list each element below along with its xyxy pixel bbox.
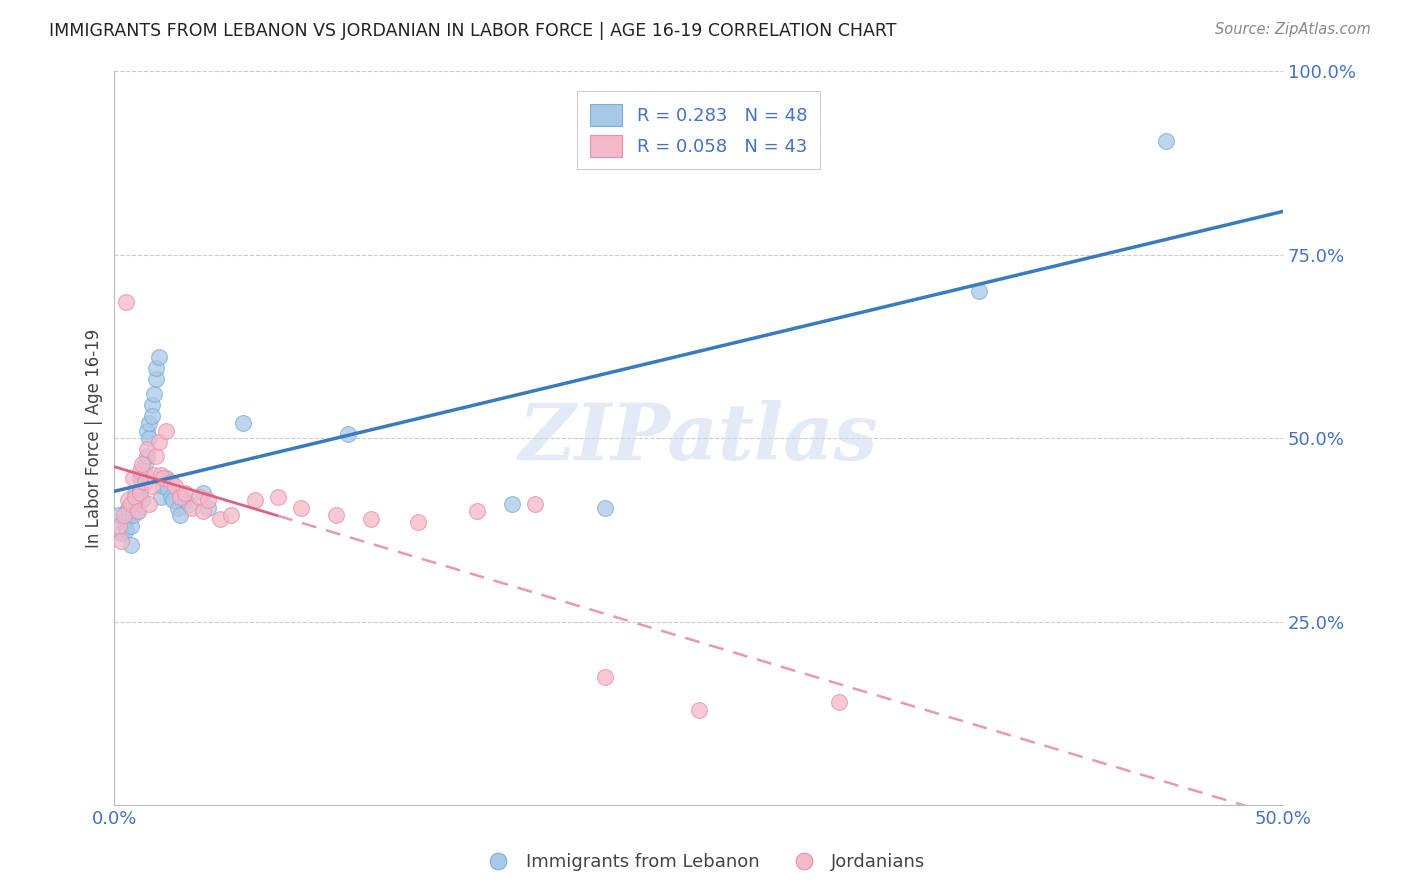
Point	[108, 508, 131, 523]
Point	[134, 475, 156, 489]
Point	[169, 508, 191, 523]
Point	[145, 361, 167, 376]
Point	[173, 486, 195, 500]
Point	[145, 450, 167, 464]
Point	[127, 490, 149, 504]
Point	[193, 504, 215, 518]
Point	[967, 285, 990, 299]
Point	[173, 493, 195, 508]
Point	[124, 493, 146, 508]
Point	[112, 516, 135, 530]
Point	[150, 467, 173, 482]
Point	[120, 537, 142, 551]
Point	[127, 504, 149, 518]
Point	[115, 295, 138, 310]
Point	[166, 500, 188, 515]
Point	[129, 486, 152, 500]
Point	[141, 409, 163, 423]
Point	[110, 533, 132, 548]
Point	[232, 417, 254, 431]
Point	[243, 493, 266, 508]
Point	[152, 479, 174, 493]
Point	[162, 493, 184, 508]
Legend: R = 0.283   N = 48, R = 0.058   N = 43: R = 0.283 N = 48, R = 0.058 N = 43	[578, 91, 820, 169]
Point	[150, 490, 173, 504]
Point	[134, 457, 156, 471]
Text: IMMIGRANTS FROM LEBANON VS JORDANIAN IN LABOR FORCE | AGE 16-19 CORRELATION CHAR: IMMIGRANTS FROM LEBANON VS JORDANIAN IN …	[49, 22, 897, 40]
Point	[180, 500, 202, 515]
Point	[197, 493, 219, 508]
Point	[122, 508, 145, 523]
Point	[141, 479, 163, 493]
Point	[143, 387, 166, 401]
Point	[688, 703, 710, 717]
Point	[159, 490, 181, 504]
Legend: Immigrants from Lebanon, Jordanians: Immigrants from Lebanon, Jordanians	[474, 847, 932, 879]
Point	[131, 457, 153, 471]
Point	[165, 479, 187, 493]
Point	[406, 516, 429, 530]
Point	[143, 467, 166, 482]
Point	[131, 475, 153, 489]
Point	[120, 497, 142, 511]
Point	[108, 519, 131, 533]
Point	[152, 471, 174, 485]
Point	[501, 497, 523, 511]
Point	[169, 490, 191, 504]
Point	[219, 508, 242, 523]
Point	[129, 464, 152, 478]
Point	[1154, 134, 1177, 148]
Point	[129, 483, 152, 497]
Point	[157, 483, 180, 497]
Point	[117, 493, 139, 508]
Point	[136, 450, 159, 464]
Y-axis label: In Labor Force | Age 16-19: In Labor Force | Age 16-19	[86, 328, 103, 548]
Point	[193, 486, 215, 500]
Point	[148, 351, 170, 365]
Point	[138, 431, 160, 445]
Point	[197, 500, 219, 515]
Point	[124, 490, 146, 504]
Point	[138, 417, 160, 431]
Point	[110, 526, 132, 541]
Point	[117, 500, 139, 515]
Point	[155, 471, 177, 485]
Point	[131, 493, 153, 508]
Point	[134, 467, 156, 482]
Point	[828, 695, 851, 709]
Point	[145, 372, 167, 386]
Point	[115, 512, 138, 526]
Point	[159, 475, 181, 489]
Point	[124, 486, 146, 500]
Point	[112, 508, 135, 523]
Point	[148, 434, 170, 449]
Point	[138, 497, 160, 511]
Point	[122, 471, 145, 485]
Point	[141, 398, 163, 412]
Point	[593, 670, 616, 684]
Point	[208, 512, 231, 526]
Point	[524, 497, 547, 511]
Point	[179, 497, 201, 511]
Point	[155, 424, 177, 438]
Point	[136, 442, 159, 456]
Point	[360, 512, 382, 526]
Point	[136, 424, 159, 438]
Point	[187, 490, 209, 504]
Point	[129, 471, 152, 485]
Text: ZIPatlas: ZIPatlas	[519, 400, 879, 476]
Point	[127, 504, 149, 518]
Point	[267, 490, 290, 504]
Point	[593, 500, 616, 515]
Point	[115, 523, 138, 537]
Point	[122, 497, 145, 511]
Text: Source: ZipAtlas.com: Source: ZipAtlas.com	[1215, 22, 1371, 37]
Point	[290, 500, 312, 515]
Point	[325, 508, 347, 523]
Point	[465, 504, 488, 518]
Point	[337, 427, 360, 442]
Point	[120, 519, 142, 533]
